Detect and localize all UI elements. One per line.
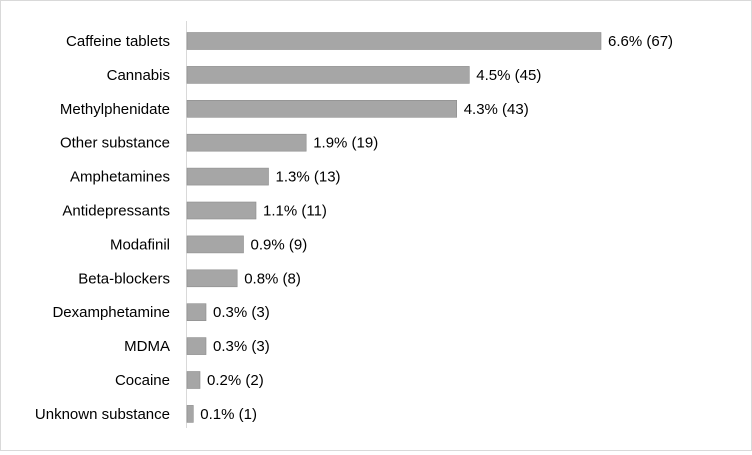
category-label: Cocaine [115,372,170,389]
category-label: Antidepressants [62,203,170,220]
value-labels-group: 6.6% (67) 4.5% (45) 4.3% (43) 1.9% (19) 1.3%… [200,33,673,423]
data-label: 0.1% (1) [200,406,257,423]
data-label: 1.9% (19) [313,135,378,152]
bar-unknown-substance [186,405,194,423]
bar-beta-blockers [186,269,238,288]
category-label: Unknown substance [35,406,170,423]
category-label: Beta-blockers [78,270,170,287]
category-label: MDMA [124,338,170,355]
bars-group [186,32,602,423]
bar-methylphenidate [186,100,458,118]
category-label: Modafinil [110,236,170,253]
data-label: 1.1% (11) [263,203,327,220]
data-label: 0.9% (9) [251,236,308,253]
data-label: 0.2% (2) [207,372,264,389]
data-label: 0.3% (3) [213,304,270,321]
category-label: Other substance [60,135,170,152]
data-label: 4.3% (43) [464,101,529,118]
data-label: 1.3% (13) [276,169,341,186]
data-label: 6.6% (67) [608,33,673,50]
bar-other-substance [186,133,307,152]
bar-cannabis [186,66,470,84]
category-label: Dexamphetamine [52,304,170,321]
bar-amphetamines [186,167,269,186]
data-label: 0.3% (3) [213,338,270,355]
data-label: 4.5% (45) [476,67,541,84]
bar-modafinil [186,235,244,254]
category-label: Cannabis [107,67,170,84]
category-labels-group: Caffeine tablets Cannabis Methylphenidate O… [35,33,170,423]
category-label: Caffeine tablets [66,33,170,50]
bar-caffeine-tablets [186,32,602,50]
bar-cocaine [186,371,201,389]
category-label: Amphetamines [70,169,170,186]
category-label: Methylphenidate [60,101,170,118]
bar-antidepressants [186,201,257,220]
bar-dexamphetamine [186,303,207,322]
bar-mdma [186,337,207,355]
data-label: 0.8% (8) [244,270,301,287]
